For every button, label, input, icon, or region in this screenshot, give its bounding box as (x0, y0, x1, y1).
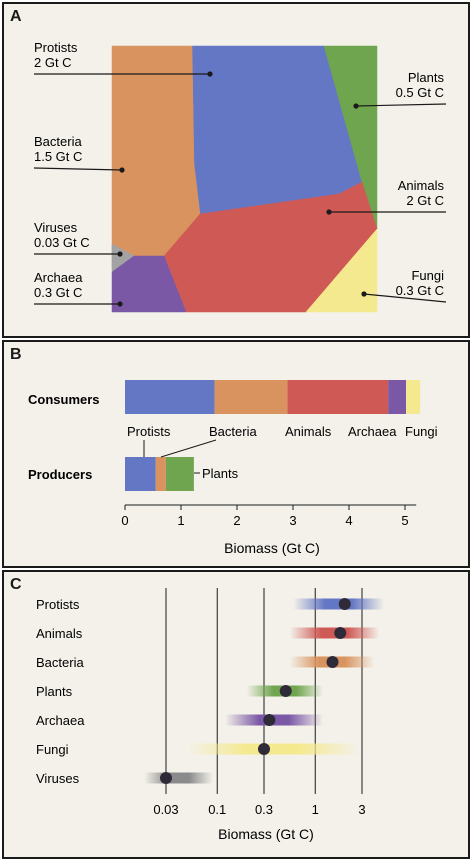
label-protists-value: 2 Gt C (34, 55, 72, 70)
label-animals: Animals (398, 178, 445, 193)
panel-c: C 0.03 0.1 0.3 1 3 Biomass (Gt C) Protists Anim… (2, 570, 470, 859)
segment-label-bacteria: Bacteria (209, 424, 257, 439)
point-bacteria (326, 656, 339, 668)
leader-dot-plants (353, 103, 359, 109)
leader-dot-bacteria (119, 167, 125, 173)
label-archaea-value: 0.3 Gt C (34, 285, 82, 300)
segment-label-plants: Plants (202, 466, 239, 481)
x-tick-label-1: 1 (177, 513, 184, 528)
bar-producers-protists (125, 457, 156, 491)
leader-bacteria (33, 167, 123, 171)
panel-a-letter: A (10, 8, 22, 25)
range-band-fungi (187, 743, 360, 755)
x-tick-label-4: 4 (345, 513, 352, 528)
row-label-protists: Protists (36, 597, 80, 612)
x-tick-label-3: 3 (289, 513, 296, 528)
x-tick-label-0: 0 (121, 513, 128, 528)
bar-consumers-animals (287, 380, 389, 414)
x-tick-label-5: 5 (401, 513, 408, 528)
point-fungi (258, 743, 270, 755)
bar-consumers-bacteria (214, 380, 288, 414)
row-label-fungi: Fungi (36, 742, 69, 757)
bar-consumers-archaea (388, 380, 407, 414)
segment-label-archaea: Archaea (348, 424, 397, 439)
leader-dot-protists (207, 71, 213, 77)
label-plants-value: 0.5 Gt C (396, 85, 444, 100)
leader-dot-fungi (361, 291, 367, 297)
panel-a: A Protists 2 Gt C Bacteria 1.5 Gt C Viruses 0… (2, 2, 470, 338)
label-animals-value: 2 Gt C (406, 193, 444, 208)
label-viruses: Viruses (34, 220, 78, 235)
label-fungi-value: 0.3 Gt C (396, 283, 444, 298)
row-label-bacteria: Bacteria (36, 655, 84, 670)
point-plants (279, 685, 292, 697)
bar-producers-bacteria (155, 457, 166, 491)
point-viruses (160, 772, 172, 784)
point-archaea (263, 714, 276, 726)
row-label-producers: Producers (28, 467, 92, 482)
stacked-bar-chart: Consumers Producers Protists Bacteria Animal… (28, 380, 438, 556)
label-protists: Protists (34, 40, 78, 55)
x-axis-title: Biomass (Gt C) (218, 826, 314, 842)
leader-plants (355, 103, 447, 107)
leader-bacteria-producers (160, 439, 217, 458)
x-tick-label-0-03: 0.03 (153, 802, 178, 817)
segment-label-animals: Animals (285, 424, 332, 439)
bar-consumers-protists (125, 380, 215, 414)
x-tick-label-0-1: 0.1 (208, 802, 226, 817)
row-label-viruses: Viruses (36, 771, 80, 786)
segment-label-fungi: Fungi (405, 424, 438, 439)
point-protists (338, 598, 351, 610)
leader-dot-viruses (117, 251, 123, 257)
label-fungi: Fungi (411, 268, 444, 283)
x-tick-label-3: 3 (358, 802, 365, 817)
log-scatter-chart: 0.03 0.1 0.3 1 3 Biomass (Gt C) Protists Animal… (36, 588, 384, 842)
cell-fungi (305, 228, 378, 313)
bar-consumers-fungi (406, 380, 421, 414)
point-animals (334, 627, 347, 639)
panel-b: B Consumers Producers Protists Bacteria Anim… (2, 340, 470, 568)
x-axis-title: Biomass (Gt C) (224, 540, 320, 556)
label-bacteria-value: 1.5 Gt C (34, 149, 82, 164)
label-viruses-value: 0.03 Gt C (34, 235, 90, 250)
x-tick-label-0-3: 0.3 (255, 802, 273, 817)
panel-b-letter: B (10, 346, 22, 363)
label-bacteria: Bacteria (34, 134, 82, 149)
cell-archaea (111, 255, 187, 313)
x-tick-label-2: 2 (233, 513, 240, 528)
label-plants: Plants (408, 70, 445, 85)
row-label-consumers: Consumers (28, 392, 100, 407)
bar-producers-plants (165, 457, 194, 491)
leader-fungi (363, 293, 447, 303)
row-label-plants: Plants (36, 684, 73, 699)
row-label-archaea: Archaea (36, 713, 85, 728)
leader-dot-archaea (117, 301, 123, 307)
x-tick-label-1: 1 (312, 802, 319, 817)
row-label-animals: Animals (36, 626, 83, 641)
segment-label-protists: Protists (127, 424, 171, 439)
label-archaea: Archaea (34, 270, 83, 285)
range-band-protists (293, 598, 384, 610)
panel-c-letter: C (10, 576, 22, 593)
range-band-viruses (144, 772, 213, 784)
leader-dot-animals (326, 209, 332, 215)
